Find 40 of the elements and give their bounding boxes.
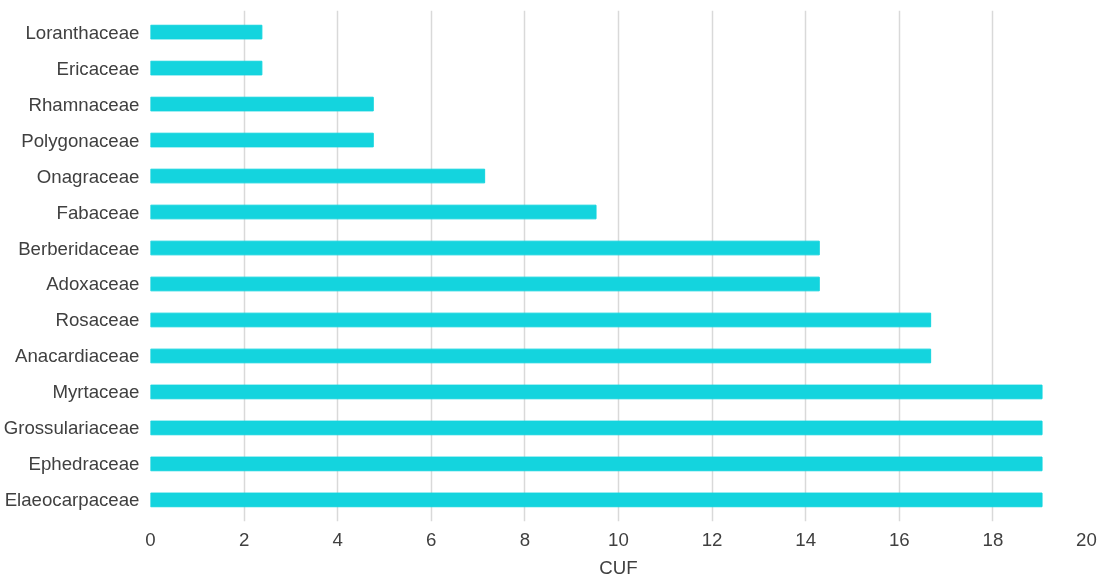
y-tick-label: Onagraceae — [36, 165, 140, 187]
y-tick-label: Ericaceae — [56, 57, 140, 79]
bar — [150, 60, 263, 76]
x-tick-label: 6 — [426, 528, 437, 550]
x-tick-label: 14 — [795, 528, 817, 550]
y-tick-label: Elaeocarpaceae — [4, 489, 140, 511]
bar — [150, 348, 932, 364]
bar — [150, 384, 1043, 400]
bar — [150, 276, 820, 292]
bar — [150, 312, 932, 328]
bar — [150, 24, 263, 40]
x-tick-label: 20 — [1076, 528, 1097, 550]
bar — [150, 456, 1043, 472]
y-tick-label: Ephedraceae — [28, 453, 140, 475]
x-tick-label: 4 — [332, 528, 343, 550]
x-tick-label: 2 — [238, 528, 250, 550]
y-tick-label: Berberidaceae — [18, 237, 140, 259]
bar — [150, 168, 486, 184]
bar — [150, 240, 820, 256]
x-tick-label: 8 — [519, 528, 531, 550]
bar — [150, 420, 1043, 436]
y-tick-label: Fabaceae — [56, 201, 140, 223]
x-axis-title: CUF — [599, 556, 638, 578]
x-tick-label: 10 — [608, 528, 629, 550]
bar — [150, 492, 1043, 508]
y-tick-label: Anacardiaceae — [15, 345, 140, 367]
y-tick-label: Rhamnaceae — [28, 93, 140, 115]
y-tick-label: Myrtaceae — [52, 381, 140, 403]
x-tick-label: 16 — [888, 528, 910, 550]
y-tick-label: Grossulariaceae — [3, 417, 140, 439]
x-tick-label: 0 — [145, 528, 156, 550]
x-tick-label: 12 — [701, 528, 723, 550]
bar — [150, 96, 374, 112]
y-tick-label: Rosaceae — [55, 309, 140, 331]
y-tick-label: Loranthaceae — [25, 21, 140, 43]
x-tick-label: 18 — [982, 528, 1004, 550]
y-tick-label: Polygonaceae — [21, 129, 140, 151]
bar — [150, 204, 597, 220]
bar — [150, 132, 374, 148]
y-tick-label: Adoxaceae — [46, 273, 140, 295]
